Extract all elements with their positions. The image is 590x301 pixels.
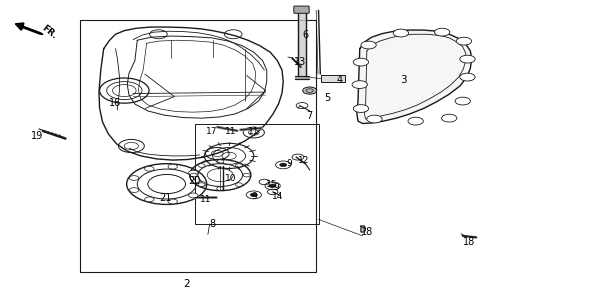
Text: 6: 6 (303, 30, 309, 40)
Circle shape (189, 193, 198, 198)
Text: 12: 12 (298, 156, 310, 165)
Text: 8: 8 (209, 219, 216, 229)
Circle shape (129, 188, 139, 193)
Text: 18: 18 (463, 237, 475, 247)
Circle shape (441, 114, 457, 122)
Circle shape (460, 73, 475, 81)
Circle shape (190, 173, 197, 177)
Circle shape (353, 58, 369, 66)
Text: 3: 3 (401, 75, 407, 85)
Circle shape (408, 117, 423, 125)
Text: 11: 11 (200, 195, 211, 204)
Text: 16: 16 (109, 98, 122, 108)
Text: 4: 4 (336, 75, 342, 85)
Circle shape (145, 197, 154, 202)
Bar (322, 75, 345, 82)
Text: 7: 7 (307, 111, 313, 121)
Circle shape (460, 55, 475, 63)
Text: 17: 17 (206, 127, 217, 136)
Circle shape (243, 173, 250, 177)
Circle shape (217, 160, 224, 163)
Circle shape (303, 87, 317, 94)
Text: 9: 9 (251, 191, 257, 200)
Circle shape (189, 170, 198, 175)
Circle shape (361, 41, 376, 49)
Circle shape (168, 199, 178, 204)
Circle shape (235, 164, 242, 167)
Bar (80, 20, 316, 272)
Text: FR.: FR. (40, 23, 58, 41)
Text: 18: 18 (361, 227, 373, 237)
Circle shape (269, 184, 276, 188)
Circle shape (217, 187, 224, 190)
Circle shape (456, 37, 471, 45)
Circle shape (196, 182, 206, 186)
Circle shape (280, 163, 287, 167)
Text: 9: 9 (273, 182, 279, 191)
Text: 9: 9 (286, 160, 292, 169)
Circle shape (367, 115, 382, 123)
Text: 5: 5 (324, 93, 330, 103)
Circle shape (353, 105, 369, 113)
Text: 13: 13 (294, 57, 306, 67)
Circle shape (145, 166, 154, 171)
Text: 21: 21 (159, 194, 172, 203)
Circle shape (198, 164, 205, 167)
Circle shape (250, 193, 257, 197)
Text: 15: 15 (266, 180, 277, 188)
Circle shape (455, 97, 470, 105)
Circle shape (168, 164, 178, 169)
FancyBboxPatch shape (294, 6, 309, 13)
Text: 19: 19 (31, 131, 43, 141)
Text: 11: 11 (248, 126, 260, 135)
Text: 2: 2 (183, 279, 189, 289)
Text: 14: 14 (271, 191, 283, 200)
Circle shape (129, 175, 139, 180)
Polygon shape (361, 226, 366, 232)
Circle shape (235, 183, 242, 186)
Text: 11: 11 (225, 126, 236, 135)
Circle shape (198, 183, 205, 186)
Circle shape (434, 28, 450, 36)
Text: 10: 10 (225, 175, 236, 184)
Bar (195, 123, 319, 224)
Text: 20: 20 (189, 176, 201, 186)
Circle shape (352, 81, 368, 88)
Circle shape (394, 29, 409, 37)
Polygon shape (357, 30, 471, 123)
